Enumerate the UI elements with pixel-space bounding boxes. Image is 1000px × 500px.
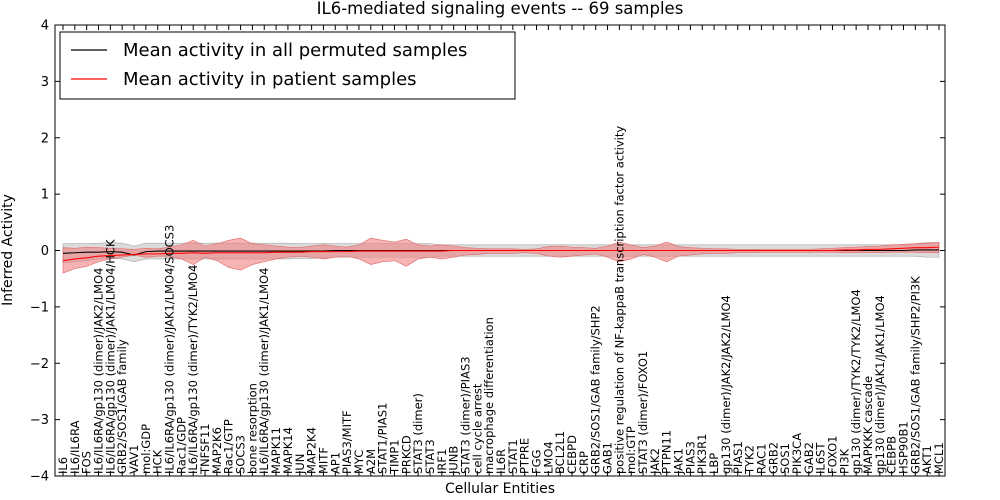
x-tick-label: IL6/IL6RA/gp130 (dimer)/TYK2/LMO4 bbox=[186, 265, 200, 474]
chart-title: IL6-mediated signaling events -- 69 samp… bbox=[317, 0, 684, 18]
y-tick-label: 2 bbox=[41, 131, 49, 146]
legend-label-patient: Mean activity in patient samples bbox=[123, 69, 417, 90]
x-tick-label: TIMP1 bbox=[387, 439, 401, 475]
x-tick-label: LMO4 bbox=[541, 441, 555, 474]
x-tick-label: STAT3 bbox=[423, 439, 437, 474]
x-tick-label: gp130 (dimer)/TYK2/TYK2/LMO4 bbox=[849, 289, 863, 474]
x-tick-label: IL6R bbox=[494, 449, 508, 474]
x-tick-label: STAT3 (dimer)/FOXO1 bbox=[636, 351, 650, 474]
x-tick-label: VAV1 bbox=[127, 445, 141, 474]
x-tick-label: AP1 bbox=[328, 452, 342, 474]
x-tick-label: RAC1 bbox=[754, 443, 768, 474]
y-tick-label: −4 bbox=[30, 470, 49, 485]
x-tick-label: MAPKKK cascade bbox=[861, 376, 875, 474]
x-tick-label: IL6/IL6RA/gp130 (dimer)/JAK1/LMO4/SOCS3 bbox=[163, 225, 177, 474]
x-tick-label: GRB2/SOS1/GAB family/SHP2 bbox=[589, 305, 603, 474]
legend-box bbox=[59, 31, 516, 100]
x-tick-label: GAB2 bbox=[802, 442, 816, 474]
x-tick-label: mol:GDP bbox=[139, 424, 153, 474]
x-axis-title: Cellular Entities bbox=[445, 481, 555, 497]
x-tick-label: gp130 (dimer)/JAK2/JAK2/LMO4 bbox=[719, 295, 733, 474]
x-tick-label: PIK3CA bbox=[790, 433, 804, 474]
x-tick-label: PIAS3/MITF bbox=[340, 410, 354, 474]
x-tick-label: MAP2K4 bbox=[305, 427, 319, 474]
y-tick-label: −1 bbox=[30, 300, 49, 315]
y-tick-label: 1 bbox=[41, 188, 49, 203]
x-tick-label: PIAS3 bbox=[683, 441, 697, 474]
x-tick-label: GRB2 bbox=[766, 442, 780, 474]
x-tick-label: FGG bbox=[530, 450, 544, 474]
x-tick-label: AKT1 bbox=[920, 445, 934, 474]
x-tick-label: IL6/IL6RA/gp130 (dimer)/JAK1/LMO4/HCK bbox=[103, 239, 117, 474]
y-tick-label: 0 bbox=[41, 244, 49, 259]
x-tick-label: HCK bbox=[151, 449, 165, 474]
x-tick-label: PIAS1 bbox=[731, 441, 745, 474]
x-tick-label: FOXO1 bbox=[825, 436, 839, 474]
x-tick-label: STAT3 (dimer)/PIAS3 bbox=[458, 356, 472, 474]
x-tick-label: MITF bbox=[316, 447, 330, 474]
x-tick-label: STAT1/PIAS1 bbox=[376, 403, 390, 474]
x-tick-label: CEBPD bbox=[565, 435, 579, 474]
x-tick-label: bone resorption bbox=[245, 383, 259, 474]
x-tick-label: Rac1/GDP bbox=[174, 417, 188, 474]
x-tick-label: gp130 (dimer)/JAK1/JAK1/LMO4 bbox=[873, 295, 887, 474]
y-tick-label: −3 bbox=[30, 413, 49, 428]
x-tick-label: MAPK14 bbox=[281, 427, 295, 474]
x-tick-label: IL6ST bbox=[814, 442, 828, 474]
x-tick-label: IL6/IL6RA/gp130 (dimer)/JAK2/LMO4 bbox=[92, 268, 106, 474]
x-tick-label: IL6 bbox=[56, 457, 70, 474]
x-tick-label: positive regulation of NF-kappaB transcr… bbox=[612, 126, 626, 474]
x-tick-label: JAK2 bbox=[648, 448, 662, 475]
x-tick-label: macrophage differentiation bbox=[482, 317, 496, 474]
x-tick-label: LBP bbox=[707, 453, 721, 474]
x-tick-label: PRKCD bbox=[399, 435, 413, 474]
x-tick-label: MYC bbox=[352, 450, 366, 474]
x-tick-label: GRB2/SOS1/GAB family bbox=[115, 339, 129, 474]
y-axis: −4 −3 −2 −1 0 1 2 3 4 bbox=[30, 19, 945, 485]
y-tick-label: 3 bbox=[41, 75, 49, 90]
x-tick-label: IRF1 bbox=[435, 449, 449, 474]
x-tick-label: SOS1 bbox=[778, 443, 792, 474]
x-tick-label: BCL2L1 bbox=[553, 431, 567, 474]
line-patient-mean bbox=[62, 246, 940, 262]
x-tick-label: JUN bbox=[293, 454, 307, 475]
x-tick-label: GAB1 bbox=[601, 442, 615, 474]
legend-label-permuted: Mean activity in all permuted samples bbox=[123, 40, 467, 61]
x-tick-label: PI3K bbox=[837, 448, 851, 474]
y-tick-label: 4 bbox=[41, 19, 49, 34]
x-tick-label: GRB2/SOS1/GAB family/SHP2/PI3K bbox=[908, 276, 922, 474]
y-axis-title: Inferred Activity bbox=[0, 194, 16, 306]
x-tick-label: TYK2 bbox=[743, 445, 757, 475]
x-tick-label: Rac1/GTP bbox=[222, 419, 236, 474]
x-tick-label: TNFSF11 bbox=[198, 423, 212, 475]
series-lines bbox=[62, 246, 940, 262]
x-tick-label: cell cycle arrest bbox=[470, 383, 484, 474]
x-tick-label: CEBPB bbox=[885, 436, 899, 474]
x-tick-label: JUNB bbox=[447, 446, 461, 475]
x-tick-label: A2M bbox=[364, 449, 378, 474]
x-tick-label: MAP2K6 bbox=[210, 427, 224, 474]
x-tick-label: IL6/IL6RA bbox=[68, 420, 82, 474]
x-tick-label: STAT1 bbox=[506, 439, 520, 474]
x-tick-label: PTPN11 bbox=[660, 430, 674, 474]
y-tick-label: −2 bbox=[30, 357, 49, 372]
x-tick-label: HSP90B1 bbox=[896, 421, 910, 474]
band-patient bbox=[62, 237, 940, 274]
x-tick-label: MAPK11 bbox=[269, 427, 283, 474]
x-tick-label: CRP bbox=[577, 451, 591, 474]
x-tick-label: PIK3R1 bbox=[695, 433, 709, 474]
x-tick-label: PTPRE bbox=[518, 438, 532, 474]
x-tick-label: mol:GTP bbox=[624, 426, 638, 474]
x-tick-label: FOS bbox=[80, 451, 94, 474]
x-tick-label: MCL1 bbox=[932, 442, 946, 474]
confidence-bands bbox=[62, 237, 940, 274]
x-tick-label: IL6/IL6RA/gp130 (dimer)/JAK1/LMO4 bbox=[257, 268, 271, 474]
x-tick-label: SOCS3 bbox=[234, 435, 248, 474]
x-tick-label: STAT3 (dimer) bbox=[411, 393, 425, 474]
x-tick-label: JAK1 bbox=[672, 448, 686, 475]
legend: Mean activity in all permuted samples Me… bbox=[59, 31, 516, 100]
